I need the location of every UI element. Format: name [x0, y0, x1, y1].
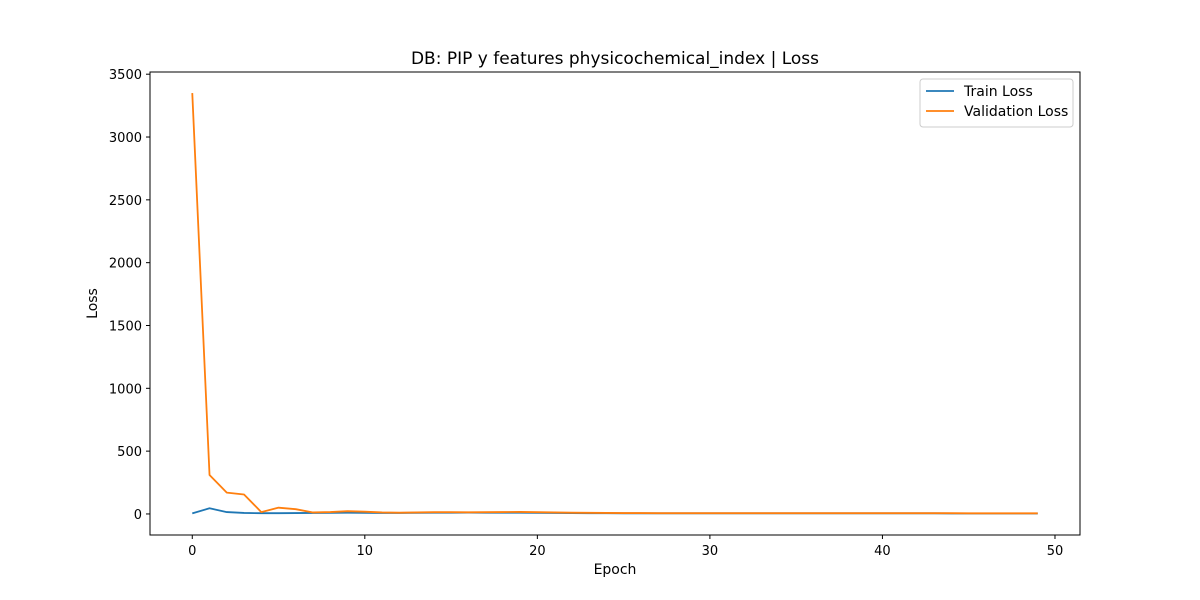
y-tick-label: 0 — [134, 508, 142, 523]
plot-area-frame — [149, 71, 1081, 536]
y-tick-label: 2000 — [109, 257, 142, 272]
legend-label-train-loss: Train Loss — [963, 84, 1033, 100]
x-tick-label: 30 — [702, 544, 719, 559]
x-tick-label: 20 — [529, 544, 546, 559]
y-tick-label: 2500 — [109, 194, 142, 209]
chart-title: DB: PIP y features physicochemical_index… — [411, 49, 819, 69]
series-layer — [191, 93, 1038, 515]
y-axis-label: Loss — [85, 288, 101, 319]
y-tick-label: 1000 — [109, 382, 142, 397]
x-tick-label: 0 — [188, 544, 196, 559]
x-tick-label: 50 — [1047, 544, 1064, 559]
y-tick-label: 3000 — [109, 131, 142, 146]
series-line-validation-loss — [191, 93, 1038, 515]
x-tick-label: 10 — [357, 544, 374, 559]
y-tick-label: 1500 — [109, 319, 142, 334]
legend: Train Loss Validation Loss — [919, 78, 1074, 128]
y-tick-label: 500 — [117, 445, 142, 460]
x-axis-label: Epoch — [594, 562, 637, 578]
legend-label-validation-loss: Validation Loss — [964, 104, 1068, 120]
x-tick-label: 40 — [874, 544, 891, 559]
legend-box — [919, 78, 1074, 128]
y-tick-label: 3500 — [109, 68, 142, 83]
